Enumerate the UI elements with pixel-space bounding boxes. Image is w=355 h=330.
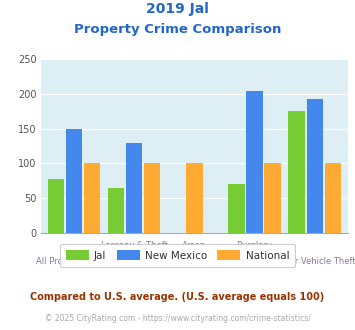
- Text: All Property Crime: All Property Crime: [36, 257, 112, 266]
- Bar: [228, 184, 245, 233]
- Bar: [144, 163, 160, 233]
- Bar: [126, 143, 142, 233]
- Bar: [108, 187, 124, 233]
- Bar: [324, 163, 341, 233]
- Bar: [264, 163, 281, 233]
- Text: Property Crime Comparison: Property Crime Comparison: [74, 23, 281, 36]
- Bar: [246, 90, 263, 233]
- Bar: [66, 129, 82, 233]
- Bar: [48, 179, 64, 233]
- Text: Burglary: Burglary: [236, 241, 273, 250]
- Text: Arson: Arson: [182, 241, 206, 250]
- Text: Larceny & Theft: Larceny & Theft: [101, 241, 168, 250]
- Text: Compared to U.S. average. (U.S. average equals 100): Compared to U.S. average. (U.S. average …: [31, 292, 324, 302]
- Bar: [289, 111, 305, 233]
- Bar: [306, 99, 323, 233]
- Legend: Jal, New Mexico, National: Jal, New Mexico, National: [60, 244, 295, 267]
- Text: 2019 Jal: 2019 Jal: [146, 2, 209, 16]
- Bar: [186, 163, 203, 233]
- Bar: [84, 163, 100, 233]
- Text: © 2025 CityRating.com - https://www.cityrating.com/crime-statistics/: © 2025 CityRating.com - https://www.city…: [45, 314, 310, 323]
- Text: Motor Vehicle Theft: Motor Vehicle Theft: [274, 257, 355, 266]
